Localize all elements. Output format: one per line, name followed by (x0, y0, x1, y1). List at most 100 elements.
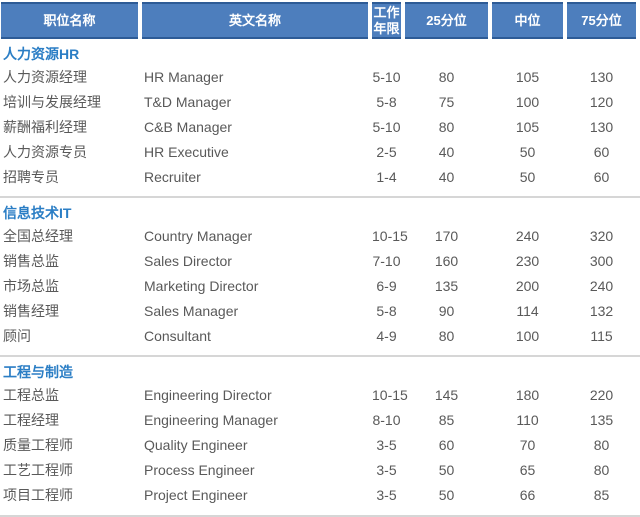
position-name-en: Country Manager (144, 228, 253, 244)
median-cell: 65 (519, 462, 536, 478)
median-cell: 200 (515, 278, 540, 294)
years-cell: 4-9 (376, 328, 397, 344)
median-cell: 105 (515, 69, 540, 85)
median-cell: 70 (519, 437, 536, 453)
p25-cell: 75 (438, 94, 455, 110)
p75-cell: 220 (589, 387, 614, 403)
position-name-cn: 人力资源专员 (3, 144, 87, 160)
years-cell: 10-15 (372, 387, 408, 403)
position-name-en: Project Engineer (144, 487, 248, 503)
table-row: 质量工程师 Quality Engineer 3-5 60 70 80 (1, 433, 640, 458)
position-name-cn: 培训与发展经理 (3, 94, 101, 110)
position-name-cn: 质量工程师 (3, 437, 73, 453)
median-cell: 180 (515, 387, 540, 403)
position-name-en: Process Engineer (144, 462, 255, 478)
p75-cell: 85 (593, 487, 610, 503)
median-cell: 100 (515, 328, 540, 344)
years-cell: 8-10 (372, 412, 401, 428)
median-cell: 240 (515, 228, 540, 244)
col-header-median: 中位 (492, 2, 563, 39)
median-cell: 114 (516, 303, 539, 319)
position-name-en: Recruiter (144, 169, 201, 185)
median-cell: 66 (519, 487, 536, 503)
section-title: 工程与制造 (3, 364, 73, 380)
p25-cell: 50 (438, 462, 455, 478)
table-row: 市场总监 Marketing Director 6-9 135 200 240 (1, 274, 640, 299)
table-section: 人力资源HR 人力资源经理 HR Manager 5-10 80 105 130 培训与发展经… (0, 39, 640, 196)
median-cell: 100 (515, 94, 540, 110)
years-cell: 5-8 (376, 94, 397, 110)
p25-cell: 85 (438, 412, 455, 428)
p25-cell: 80 (438, 328, 455, 344)
col-header-p75: 75分位 (567, 2, 636, 39)
position-name-cn: 工艺工程师 (3, 462, 73, 478)
p25-cell: 80 (438, 69, 455, 85)
table-row: 销售总监 Sales Director 7-10 160 230 300 (1, 249, 640, 274)
years-cell: 2-5 (376, 144, 397, 160)
p75-cell: 300 (589, 253, 614, 269)
p25-cell: 80 (438, 119, 455, 135)
p25-cell: 170 (434, 228, 459, 244)
years-cell: 5-10 (372, 119, 401, 135)
p75-cell: 60 (593, 144, 610, 160)
years-cell: 5-10 (372, 69, 401, 85)
position-name-cn: 薪酬福利经理 (3, 119, 87, 135)
median-cell: 50 (519, 169, 536, 185)
position-name-cn: 顾问 (3, 328, 31, 344)
p25-cell: 40 (438, 169, 455, 185)
years-cell: 7-10 (372, 253, 401, 269)
table-row: 人力资源专员 HR Executive 2-5 40 50 60 (1, 140, 640, 165)
p25-cell: 135 (434, 278, 459, 294)
position-name-cn: 工程总监 (3, 387, 59, 403)
p75-cell: 80 (593, 462, 610, 478)
table-body: 人力资源HR 人力资源经理 HR Manager 5-10 80 105 130 培训与发展经… (0, 39, 640, 514)
p75-cell: 130 (589, 69, 614, 85)
p25-cell: 160 (434, 253, 459, 269)
table-row: 薪酬福利经理 C&B Manager 5-10 80 105 130 (1, 115, 640, 140)
position-name-en: Sales Manager (144, 303, 239, 319)
table-row: 销售经理 Sales Manager 5-8 90 114 132 (1, 299, 640, 324)
position-name-en: HR Executive (144, 144, 229, 160)
median-cell: 110 (516, 412, 539, 428)
years-cell: 6-9 (376, 278, 397, 294)
table-row: 培训与发展经理 T&D Manager 5-8 75 100 120 (1, 90, 640, 115)
p75-cell: 240 (589, 278, 614, 294)
col-header-position-en: 英文名称 (142, 2, 368, 39)
p75-cell: 130 (589, 119, 614, 135)
position-name-cn: 全国总经理 (3, 228, 73, 244)
years-cell: 10-15 (372, 228, 408, 244)
col-header-years: 工作年限 (372, 2, 401, 39)
median-cell: 50 (519, 144, 536, 160)
position-name-en: Engineering Director (144, 387, 272, 403)
position-name-en: HR Manager (144, 69, 224, 85)
table-row: 人力资源经理 HR Manager 5-10 80 105 130 (1, 65, 640, 90)
p75-cell: 115 (590, 328, 613, 344)
years-cell: 3-5 (376, 462, 397, 478)
position-name-cn: 招聘专员 (3, 169, 59, 185)
p25-cell: 50 (438, 487, 455, 503)
position-name-cn: 工程经理 (3, 412, 59, 428)
col-header-p25: 25分位 (405, 2, 488, 39)
p25-cell: 90 (438, 303, 455, 319)
table-row: 工程经理 Engineering Manager 8-10 85 110 135 (1, 408, 640, 433)
table-row: 工程总监 Engineering Director 10-15 145 180 220 (1, 383, 640, 408)
years-cell: 3-5 (376, 487, 397, 503)
table-row: 顾问 Consultant 4-9 80 100 115 (1, 324, 640, 349)
table-section: 信息技术IT 全国总经理 Country Manager 10-15 170 240 320… (0, 196, 640, 355)
table-row: 项目工程师 Project Engineer 3-5 50 66 85 (1, 483, 640, 508)
table-section: 工程与制造工程总监 Engineering Director 10-15 145 180… (0, 355, 640, 514)
position-name-en: Quality Engineer (144, 437, 248, 453)
position-name-cn: 销售经理 (3, 303, 59, 319)
position-name-en: Sales Director (144, 253, 232, 269)
section-title: 人力资源HR (3, 46, 80, 62)
p25-cell: 145 (434, 387, 459, 403)
col-header-position-cn: 职位名称 (1, 2, 138, 39)
table-header-row: 职位名称 英文名称 工作年限 25分位 中位 75分位 (1, 2, 640, 39)
position-name-en: T&D Manager (144, 94, 232, 110)
p75-cell: 135 (589, 412, 614, 428)
p75-cell: 132 (589, 303, 614, 319)
position-name-en: Engineering Manager (144, 412, 278, 428)
p25-cell: 60 (438, 437, 455, 453)
table-row: 全国总经理 Country Manager 10-15 170 240 320 (1, 224, 640, 249)
years-cell: 5-8 (376, 303, 397, 319)
